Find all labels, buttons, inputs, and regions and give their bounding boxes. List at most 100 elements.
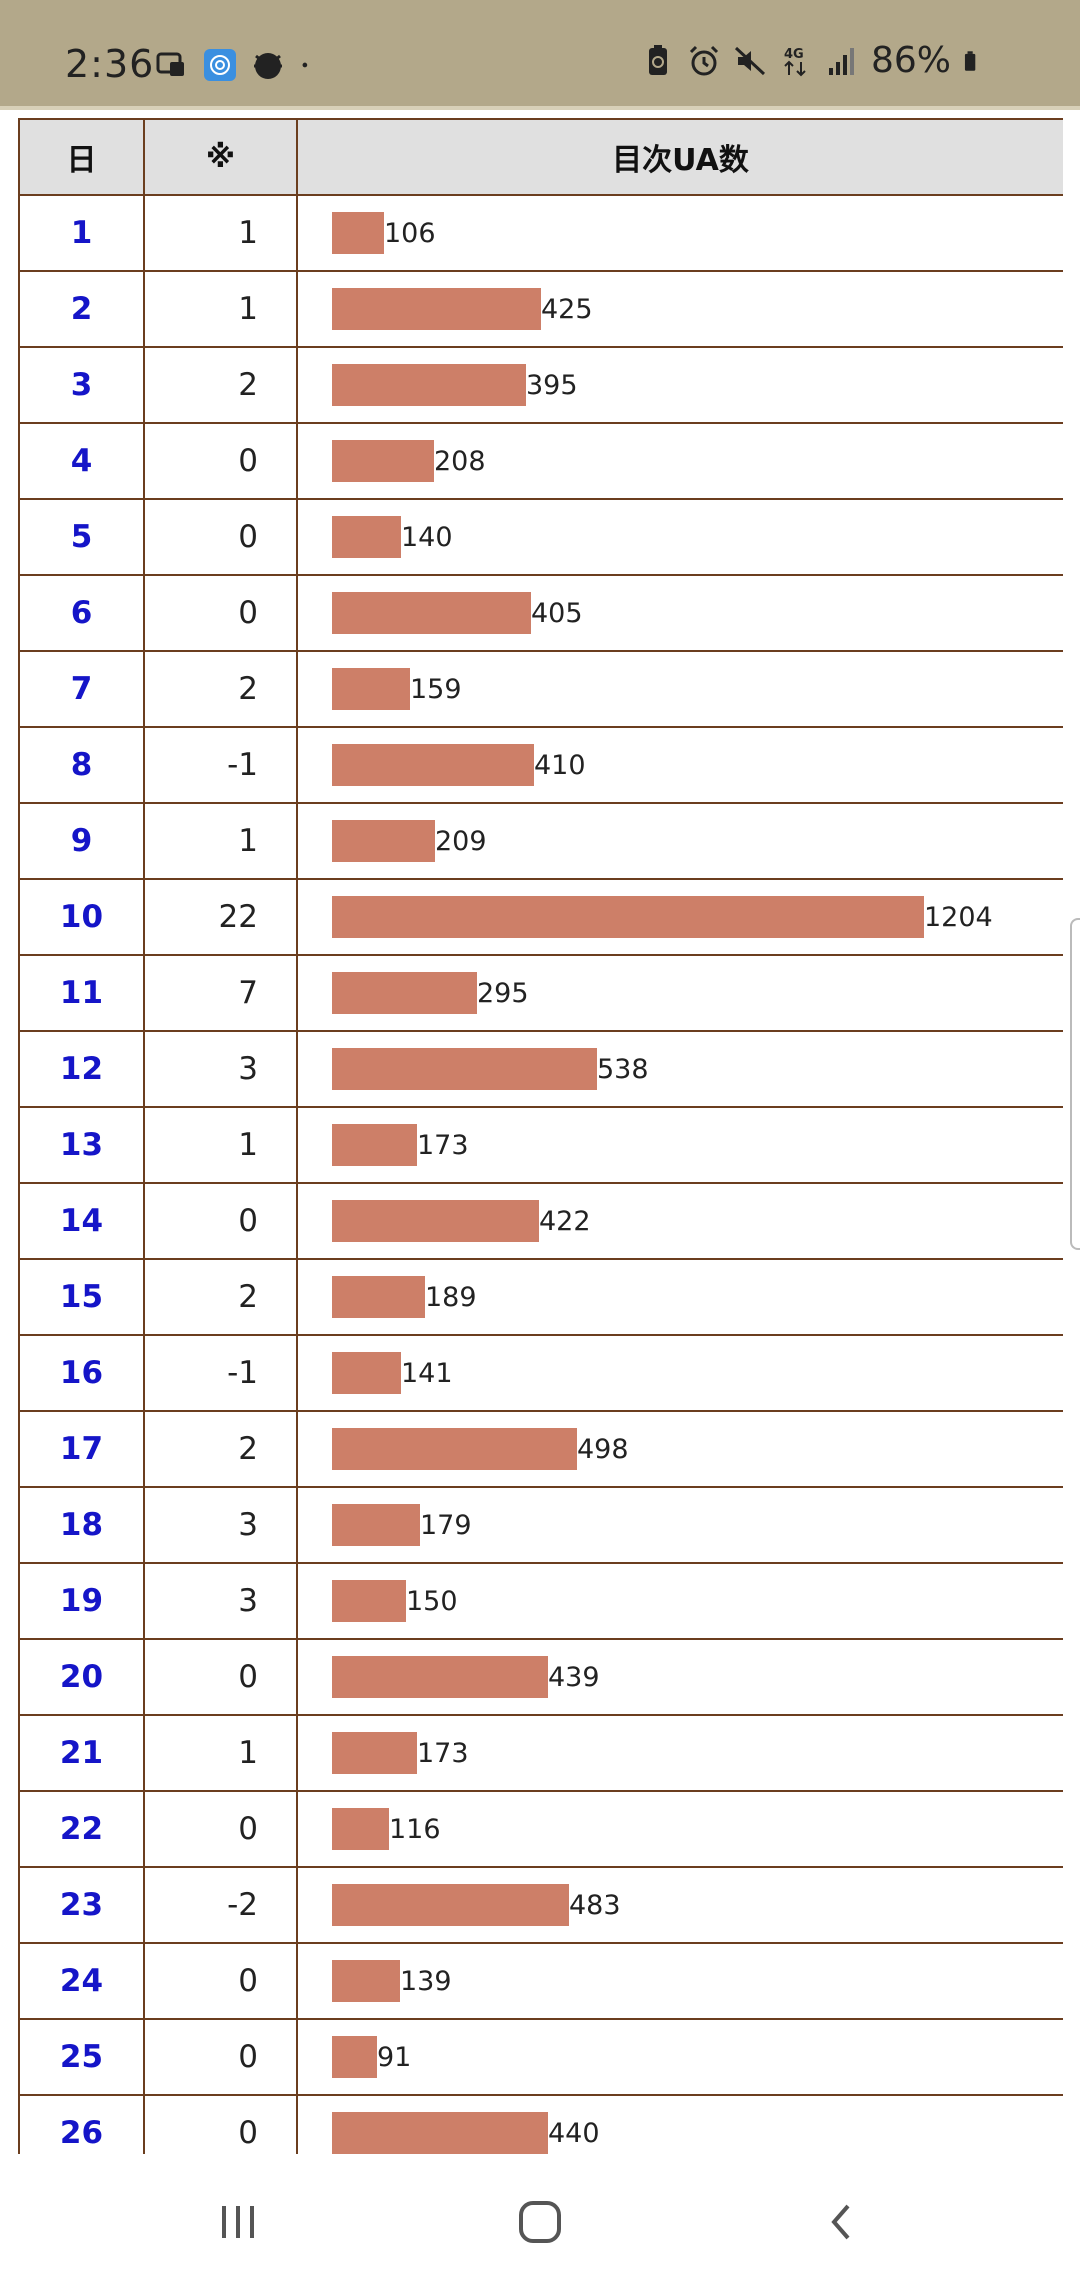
fingerprint-app-icon bbox=[204, 49, 236, 81]
value-bar bbox=[332, 1504, 420, 1546]
table-header-row: 日 ※ 目次UA数 bbox=[18, 118, 1063, 196]
mark-cell: 3 bbox=[143, 1030, 298, 1108]
value-label: 116 bbox=[389, 1813, 441, 1845]
header-mark: ※ bbox=[143, 118, 298, 196]
mark-cell: 0 bbox=[143, 1790, 298, 1868]
value-bar bbox=[332, 288, 541, 330]
day-cell[interactable]: 3 bbox=[18, 346, 145, 424]
value-label: 173 bbox=[417, 1129, 469, 1161]
table-row: 19 3 150 bbox=[18, 1562, 1063, 1640]
value-bar bbox=[332, 1200, 539, 1242]
table-row: 14 0 422 bbox=[18, 1182, 1063, 1260]
value-cell: 1204 bbox=[296, 878, 1063, 956]
day-cell[interactable]: 7 bbox=[18, 650, 145, 728]
day-cell[interactable]: 21 bbox=[18, 1714, 145, 1792]
day-cell[interactable]: 22 bbox=[18, 1790, 145, 1868]
day-cell[interactable]: 10 bbox=[18, 878, 145, 956]
table-row: 22 0 116 bbox=[18, 1790, 1063, 1868]
value-label: 440 bbox=[548, 2117, 600, 2149]
table-row: 10 22 1204 bbox=[18, 878, 1063, 956]
value-cell: 439 bbox=[296, 1638, 1063, 1716]
table-row: 8 -1 410 bbox=[18, 726, 1063, 804]
day-cell[interactable]: 14 bbox=[18, 1182, 145, 1260]
value-cell: 106 bbox=[296, 194, 1063, 272]
day-cell[interactable]: 24 bbox=[18, 1942, 145, 2020]
svg-text:4G: 4G bbox=[784, 47, 804, 62]
day-cell[interactable]: 9 bbox=[18, 802, 145, 880]
day-cell[interactable]: 23 bbox=[18, 1866, 145, 1944]
mark-cell: -2 bbox=[143, 1866, 298, 1944]
home-icon bbox=[519, 2201, 561, 2243]
mark-cell: 0 bbox=[143, 1182, 298, 1260]
value-label: 483 bbox=[569, 1889, 621, 1921]
day-cell[interactable]: 5 bbox=[18, 498, 145, 576]
navigation-bar bbox=[0, 2154, 1080, 2280]
4g-icon: 4G bbox=[784, 47, 806, 76]
value-bar bbox=[332, 2112, 548, 2154]
day-cell[interactable]: 17 bbox=[18, 1410, 145, 1488]
day-cell[interactable]: 20 bbox=[18, 1638, 145, 1716]
scroll-handle[interactable] bbox=[1070, 918, 1080, 1250]
day-cell[interactable]: 13 bbox=[18, 1106, 145, 1184]
header-day: 日 bbox=[18, 118, 145, 196]
value-cell: 410 bbox=[296, 726, 1063, 804]
day-cell[interactable]: 26 bbox=[18, 2094, 145, 2154]
table-row: 5 0 140 bbox=[18, 498, 1063, 576]
value-label: 538 bbox=[597, 1053, 649, 1085]
mark-cell: 2 bbox=[143, 650, 298, 728]
value-bar bbox=[332, 744, 534, 786]
day-cell[interactable]: 15 bbox=[18, 1258, 145, 1336]
mute-icon bbox=[734, 46, 766, 75]
day-cell[interactable]: 1 bbox=[18, 194, 145, 272]
day-cell[interactable]: 6 bbox=[18, 574, 145, 652]
value-cell: 425 bbox=[296, 270, 1063, 348]
day-cell[interactable]: 25 bbox=[18, 2018, 145, 2096]
mark-cell: 1 bbox=[143, 270, 298, 348]
table-row: 26 0 440 bbox=[18, 2094, 1063, 2154]
value-cell: 179 bbox=[296, 1486, 1063, 1564]
mark-cell: 7 bbox=[143, 954, 298, 1032]
day-cell[interactable]: 12 bbox=[18, 1030, 145, 1108]
value-label: 141 bbox=[401, 1357, 453, 1389]
value-bar bbox=[332, 1276, 425, 1318]
value-cell: 139 bbox=[296, 1942, 1063, 2020]
table-row: 4 0 208 bbox=[18, 422, 1063, 500]
mark-cell: 0 bbox=[143, 498, 298, 576]
mark-cell: 1 bbox=[143, 194, 298, 272]
value-cell: 150 bbox=[296, 1562, 1063, 1640]
day-cell[interactable]: 19 bbox=[18, 1562, 145, 1640]
value-cell: 405 bbox=[296, 574, 1063, 652]
value-cell: 173 bbox=[296, 1106, 1063, 1184]
mark-cell: 0 bbox=[143, 422, 298, 500]
value-cell: 208 bbox=[296, 422, 1063, 500]
value-label: 106 bbox=[384, 217, 436, 249]
value-cell: 209 bbox=[296, 802, 1063, 880]
value-label: 208 bbox=[434, 445, 486, 477]
status-time: 2:36 bbox=[65, 42, 155, 86]
mark-cell: 1 bbox=[143, 1106, 298, 1184]
day-cell[interactable]: 11 bbox=[18, 954, 145, 1032]
recent-apps-button[interactable] bbox=[208, 2192, 268, 2252]
home-button[interactable] bbox=[510, 2192, 570, 2252]
back-button[interactable] bbox=[812, 2192, 872, 2252]
bug-app-icon bbox=[254, 53, 282, 79]
value-bar bbox=[332, 1732, 417, 1774]
mark-cell: -1 bbox=[143, 1334, 298, 1412]
table-row: 20 0 439 bbox=[18, 1638, 1063, 1716]
day-cell[interactable]: 8 bbox=[18, 726, 145, 804]
value-label: 91 bbox=[377, 2041, 412, 2073]
value-bar bbox=[332, 1428, 577, 1470]
table-row: 15 2 189 bbox=[18, 1258, 1063, 1336]
day-cell[interactable]: 16 bbox=[18, 1334, 145, 1412]
day-cell[interactable]: 2 bbox=[18, 270, 145, 348]
table-row: 6 0 405 bbox=[18, 574, 1063, 652]
table-row: 3 2 395 bbox=[18, 346, 1063, 424]
day-cell[interactable]: 18 bbox=[18, 1486, 145, 1564]
mark-cell: 22 bbox=[143, 878, 298, 956]
value-cell: 141 bbox=[296, 1334, 1063, 1412]
day-cell[interactable]: 4 bbox=[18, 422, 145, 500]
alarm-icon bbox=[689, 45, 719, 75]
mark-cell: 0 bbox=[143, 1942, 298, 2020]
stats-table-container[interactable]: 日 ※ 目次UA数 1 1 106 2 1 425 3 2 395 4 0 208 5 0 140 6 0 405… bbox=[18, 118, 1063, 2154]
table-row: 12 3 538 bbox=[18, 1030, 1063, 1108]
